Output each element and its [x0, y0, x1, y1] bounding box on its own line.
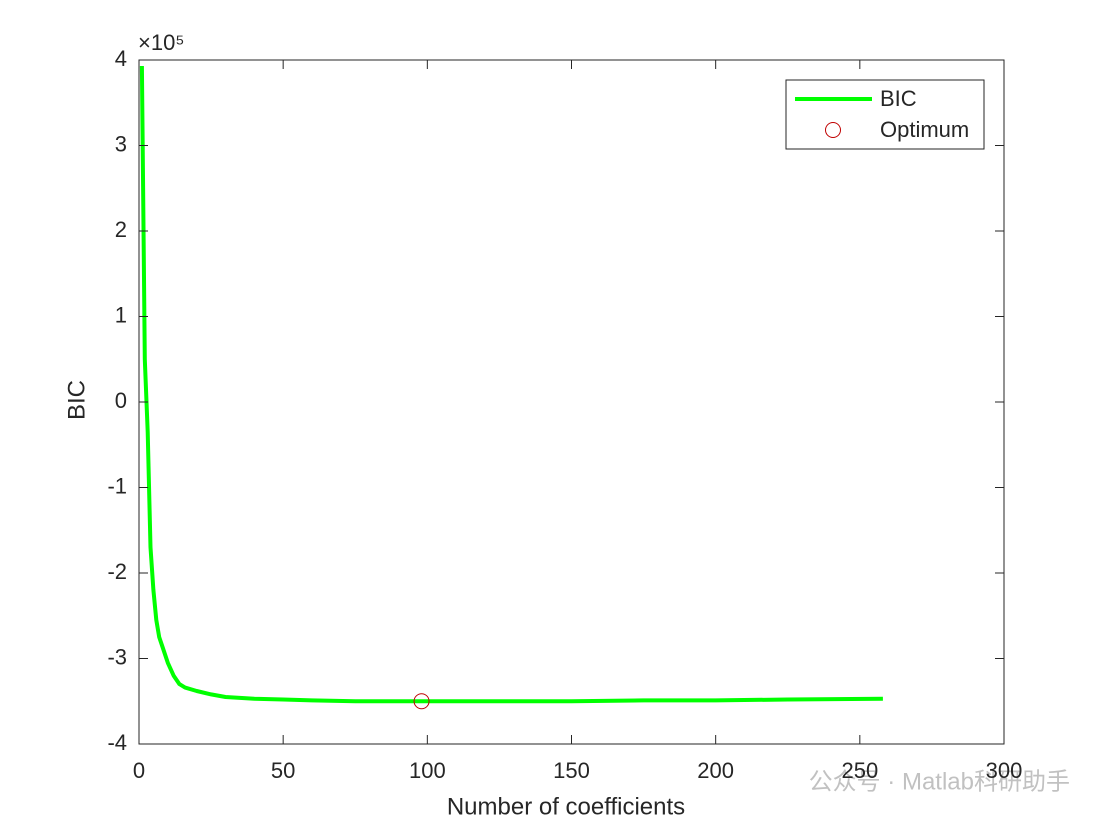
y-tick-label: 0 — [115, 388, 127, 413]
x-tick-label: 250 — [841, 758, 878, 783]
y-axis-label: BIC — [63, 380, 90, 420]
y-tick-label: -3 — [107, 644, 127, 669]
y-tick-label: 2 — [115, 217, 127, 242]
x-tick-label: 100 — [409, 758, 446, 783]
legend-label: Optimum — [880, 117, 969, 142]
x-tick-label: 150 — [553, 758, 590, 783]
x-tick-label: 50 — [271, 758, 295, 783]
y-tick-label: -2 — [107, 559, 127, 584]
optimum-marker — [413, 693, 430, 710]
x-tick-label: 200 — [697, 758, 734, 783]
y-tick-label: 1 — [115, 302, 127, 327]
legend-marker — [825, 122, 841, 138]
watermark: 公众号 · Matlab科研助手 — [809, 768, 1070, 795]
axes-box — [138, 59, 1005, 745]
x-axis-label: Number of coefficients — [447, 793, 685, 820]
x-tick-label: 0 — [133, 758, 145, 783]
y-multiplier: ×10⁵ — [138, 30, 184, 55]
y-tick-label: 3 — [115, 131, 127, 156]
y-tick-label: -4 — [107, 730, 127, 755]
bic-line — [139, 65, 883, 704]
legend-box — [785, 79, 985, 150]
y-tick-label: 4 — [115, 46, 127, 71]
y-tick-label: -1 — [107, 473, 127, 498]
x-tick-label: 300 — [986, 758, 1023, 783]
legend-label: BIC — [880, 86, 917, 111]
